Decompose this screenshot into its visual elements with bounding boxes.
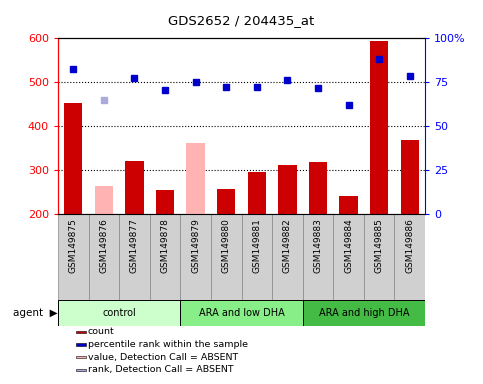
Bar (119, 214, 150, 300)
Text: percentile rank within the sample: percentile rank within the sample (88, 340, 248, 349)
Bar (278, 164, 297, 214)
Bar (364, 214, 395, 300)
Text: GDS2652 / 204435_at: GDS2652 / 204435_at (169, 14, 314, 27)
Bar (370, 41, 388, 214)
Bar (180, 300, 303, 326)
Bar (76, 343, 86, 346)
Text: GSM149878: GSM149878 (160, 218, 170, 273)
Bar (272, 214, 303, 300)
Bar (217, 189, 235, 214)
Bar (150, 214, 180, 300)
Text: GSM149884: GSM149884 (344, 218, 353, 273)
Text: ARA and high DHA: ARA and high DHA (319, 308, 409, 318)
Bar (95, 185, 113, 214)
Bar (64, 103, 83, 214)
Text: count: count (88, 328, 114, 336)
Bar (76, 369, 86, 371)
Text: rank, Detection Call = ABSENT: rank, Detection Call = ABSENT (88, 366, 233, 374)
Text: GSM149876: GSM149876 (99, 218, 108, 273)
Text: GSM149881: GSM149881 (252, 218, 261, 273)
Bar (125, 161, 143, 214)
Bar (156, 190, 174, 214)
Bar (309, 162, 327, 214)
Bar (400, 141, 419, 214)
Bar (395, 214, 425, 300)
Text: GSM149883: GSM149883 (313, 218, 323, 273)
Bar (248, 172, 266, 214)
Bar (303, 214, 333, 300)
Bar (88, 214, 119, 300)
Text: GSM149879: GSM149879 (191, 218, 200, 273)
Bar (58, 300, 180, 326)
Text: GSM149886: GSM149886 (405, 218, 414, 273)
Bar (180, 214, 211, 300)
Bar (340, 196, 358, 214)
Text: GSM149882: GSM149882 (283, 218, 292, 273)
Text: GSM149880: GSM149880 (222, 218, 231, 273)
Text: ARA and low DHA: ARA and low DHA (199, 308, 284, 318)
Text: value, Detection Call = ABSENT: value, Detection Call = ABSENT (88, 353, 238, 362)
Bar (211, 214, 242, 300)
Text: control: control (102, 308, 136, 318)
Text: GSM149875: GSM149875 (69, 218, 78, 273)
Bar (242, 214, 272, 300)
Bar (76, 356, 86, 358)
Bar (186, 142, 205, 214)
Text: GSM149877: GSM149877 (130, 218, 139, 273)
Text: agent  ▶: agent ▶ (14, 308, 58, 318)
Bar (303, 300, 425, 326)
Bar (58, 214, 88, 300)
Text: GSM149885: GSM149885 (375, 218, 384, 273)
Bar (76, 331, 86, 333)
Bar (333, 214, 364, 300)
